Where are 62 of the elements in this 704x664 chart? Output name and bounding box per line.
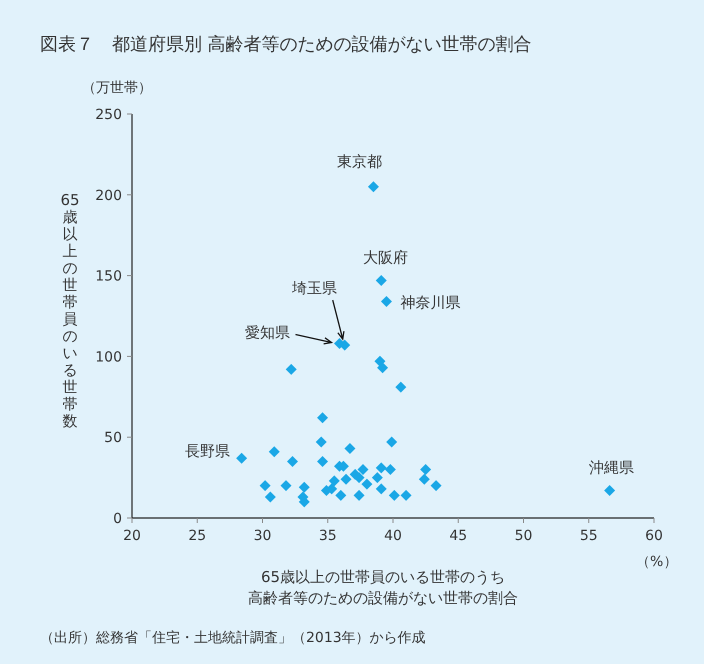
point (376, 483, 387, 494)
point (376, 274, 387, 286)
point (280, 480, 292, 492)
x-tick-label: 45 (449, 528, 468, 544)
point (388, 490, 400, 501)
annotation: 沖縄県 (589, 458, 634, 477)
y-tick-label: 150 (95, 268, 122, 285)
point (340, 474, 352, 485)
point (380, 296, 392, 307)
y-tick-label: 100 (95, 349, 122, 366)
text: 65歳以上の世帯員のいる世帯数 (60, 191, 80, 430)
chart-title: 図表７ 都道府県別 高齢者等のための設備がない世帯の割合 (40, 34, 532, 55)
text: （万世帯） (82, 80, 152, 96)
text: （出所）総務省「住宅・土地統計調査」（2013年）から作成 (40, 630, 426, 646)
y-tick-label: 250 (95, 107, 122, 123)
x-tick-label: 20 (123, 528, 141, 544)
annotation: 神奈川県 (400, 293, 460, 312)
point (260, 480, 271, 492)
x-axis-title: 65歳以上の世帯員のいる世帯のうち高齢者等のための設備がない世帯の割合 (248, 568, 518, 607)
point (357, 464, 368, 476)
point (400, 490, 412, 501)
point (420, 464, 432, 476)
point (372, 472, 383, 484)
annotation: 大阪府 (362, 248, 408, 266)
point (377, 362, 388, 374)
x-tick-label: 55 (580, 528, 598, 544)
point (604, 485, 616, 496)
point (268, 446, 280, 458)
point (287, 456, 298, 467)
y-tick-label: 50 (104, 430, 122, 446)
annotation: 長野県 (185, 442, 230, 460)
annotation: 東京都 (336, 152, 382, 171)
x-tick-label: 40 (384, 528, 402, 544)
point (368, 181, 379, 192)
annotation: 埼玉県 (291, 279, 338, 298)
point (430, 480, 442, 492)
point (328, 475, 340, 486)
point (335, 490, 346, 501)
point (316, 436, 327, 448)
annotation: 愛知県 (244, 323, 290, 342)
point (236, 452, 248, 464)
point (418, 474, 430, 485)
point (298, 482, 310, 493)
point (286, 364, 297, 375)
x-tick-label: 50 (514, 528, 532, 544)
point (386, 436, 398, 448)
point (395, 382, 406, 393)
x-tick-label: 25 (188, 528, 206, 544)
point (361, 478, 372, 490)
point (376, 462, 387, 474)
point (317, 412, 328, 424)
y-tick-label: 0 (113, 511, 122, 527)
text: （%） (636, 554, 678, 570)
x-tick-label: 30 (254, 528, 272, 544)
x-tick-label: 35 (318, 528, 337, 544)
x-tick-label: 60 (645, 528, 663, 544)
point (384, 464, 396, 476)
point (264, 491, 276, 502)
point (317, 456, 328, 467)
point (344, 443, 356, 454)
point (354, 490, 365, 501)
y-tick-label: 200 (95, 188, 122, 204)
